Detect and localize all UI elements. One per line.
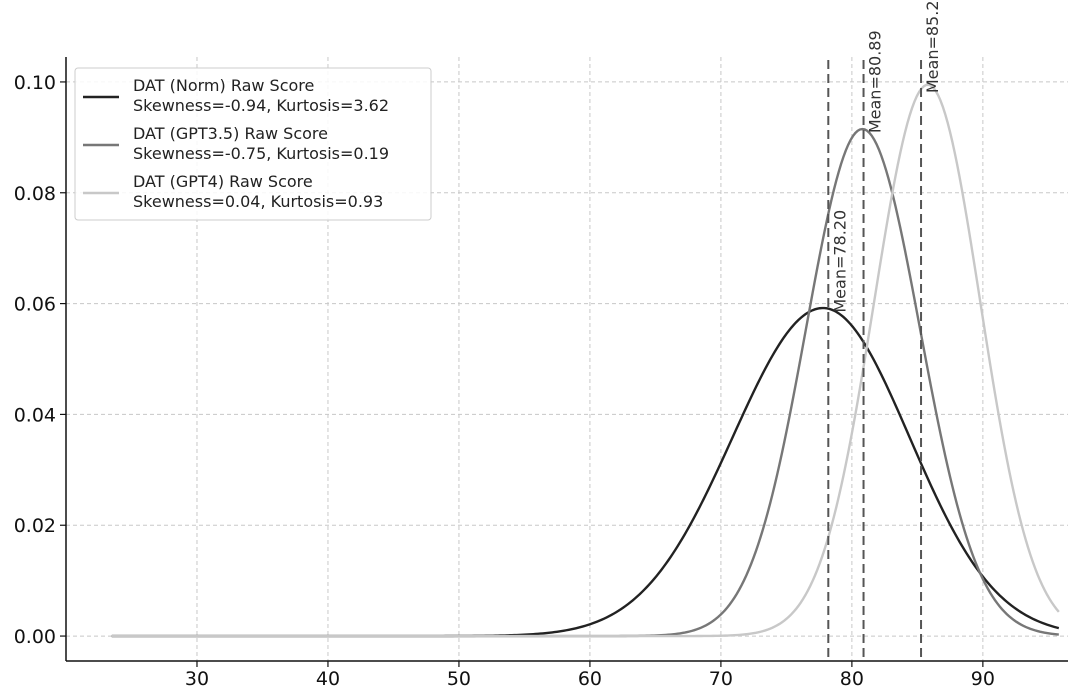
x-tick-label: 80 [840,668,864,688]
density-curve-series-1 [111,306,1060,638]
legend-label-series-2: DAT (GPT3.5) Raw Score [133,124,328,143]
x-tick-label: 70 [709,668,733,688]
grid [66,57,1068,661]
legend-stats-series-1: Skewness=-0.94, Kurtosis=3.62 [133,96,389,115]
y-tick-label: 0.02 [14,515,56,537]
curves [111,83,1060,638]
density-curve-series-3 [111,83,1060,638]
y-tick-label: 0.06 [14,294,56,316]
legend-label-series-3: DAT (GPT4) Raw Score [133,172,313,191]
mean-lines: Mean=78.20 Mean=80.89 Mean=85.28 [827,0,942,661]
y-tick-label: 0.08 [14,183,56,205]
y-tick-label: 0.10 [14,72,56,94]
x-tick-label: 40 [316,668,340,688]
legend-box [74,67,432,221]
mean-label-series-2: Mean=80.89 [866,30,885,133]
legend-stats-series-2: Skewness=-0.75, Kurtosis=0.19 [133,144,389,163]
mean-label-series-3: Mean=85.28 [923,0,942,93]
x-tick-label: 50 [447,668,471,688]
y-tick-label: 0.04 [14,404,56,426]
legend-stats-series-3: Skewness=0.04, Kurtosis=0.93 [133,192,383,211]
y-tick-label: 0.00 [14,626,56,648]
axes: 30 40 50 60 70 80 90 0.00 0.02 0.04 0.06 0.08 0.10 [14,57,1068,688]
x-tick-label: 60 [578,668,602,688]
x-tick-label: 30 [185,668,209,688]
x-tick-label: 90 [971,668,995,688]
mean-label-series-1: Mean=78.20 [830,210,849,313]
legend-label-series-1: DAT (Norm) Raw Score [133,76,314,95]
